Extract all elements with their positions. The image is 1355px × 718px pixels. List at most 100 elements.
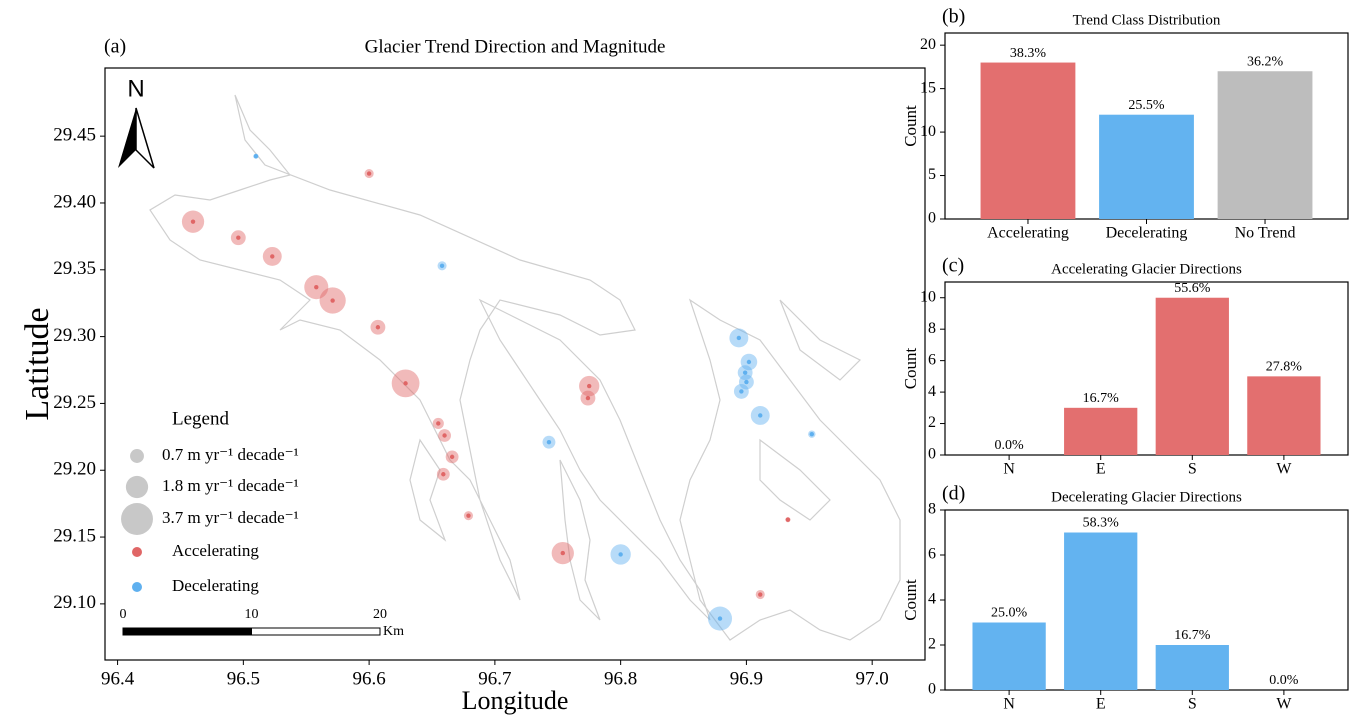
panel-label: (d) bbox=[942, 483, 965, 505]
y-axis-label: Count bbox=[901, 105, 920, 147]
percent-label: 25.0% bbox=[991, 606, 1028, 621]
y-tick-label: 4 bbox=[928, 591, 936, 608]
percent-label: 58.3% bbox=[1083, 516, 1120, 531]
glacier-point-core bbox=[253, 153, 259, 159]
x-tick-label: N bbox=[1003, 461, 1015, 478]
glacier-outline bbox=[559, 459, 601, 621]
x-axis-label: Longitude bbox=[462, 686, 569, 715]
percent-label: 0.0% bbox=[1269, 673, 1299, 688]
y-tick-label: 10 bbox=[920, 288, 936, 305]
y-axis-label: Count bbox=[901, 579, 920, 621]
percent-label: 16.7% bbox=[1174, 628, 1211, 643]
north-arrow: N bbox=[118, 75, 155, 169]
glacier-point-core bbox=[449, 454, 455, 460]
glacier-point-core bbox=[314, 284, 319, 290]
glacier-point-core bbox=[758, 592, 763, 597]
plot-frame bbox=[104, 67, 926, 661]
glacier-point-core bbox=[739, 389, 744, 394]
scale-bar-label: 0 bbox=[120, 607, 127, 622]
glacier-outlines bbox=[149, 94, 901, 641]
x-tick-label: 97.0 bbox=[856, 668, 889, 689]
plot-frame bbox=[944, 281, 1349, 456]
x-tick-label: 96.4 bbox=[101, 668, 135, 689]
y-tick-label: 8 bbox=[928, 501, 936, 518]
x-tick-label: E bbox=[1096, 696, 1106, 713]
bar bbox=[1155, 297, 1229, 455]
glacier-point-core bbox=[744, 379, 749, 385]
glacier-point-core bbox=[809, 431, 815, 437]
scale-bar-label: 20 bbox=[373, 607, 387, 622]
y-tick-label: 2 bbox=[928, 414, 936, 431]
legend-label: Decelerating bbox=[172, 576, 259, 595]
x-tick-label: W bbox=[1276, 461, 1292, 478]
percent-label: 27.8% bbox=[1266, 360, 1303, 375]
legend-size-label: 3.7 m yr⁻¹ decade⁻¹ bbox=[162, 508, 299, 527]
glacier-point-core bbox=[466, 513, 471, 518]
x-tick-label: Accelerating bbox=[987, 225, 1069, 242]
x-tick-label: 96.6 bbox=[352, 668, 385, 689]
y-tick-label: 0 bbox=[928, 446, 936, 463]
y-tick-label: 6 bbox=[928, 546, 936, 563]
bar bbox=[1155, 645, 1229, 690]
panel-label: (a) bbox=[104, 36, 126, 58]
x-tick-label: No Trend bbox=[1235, 225, 1296, 242]
y-tick-label: 29.10 bbox=[53, 592, 96, 613]
glacier-outline bbox=[779, 299, 862, 381]
legend-size-label: 1.8 m yr⁻¹ decade⁻¹ bbox=[162, 476, 299, 495]
glacier-point-core bbox=[366, 171, 372, 176]
chart-title: Decelerating Glacier Directions bbox=[1051, 489, 1242, 505]
y-tick-label: 29.15 bbox=[53, 525, 96, 546]
glacier-point-core bbox=[618, 552, 623, 557]
x-tick-label: 96.8 bbox=[604, 668, 637, 689]
y-axis-label: Latitude bbox=[19, 307, 56, 420]
glacier-point-core bbox=[436, 421, 441, 426]
legend-size-marker bbox=[130, 449, 144, 463]
y-tick-label: 4 bbox=[928, 383, 936, 400]
chart-title: Glacier Trend Direction and Magnitude bbox=[365, 36, 666, 57]
bar bbox=[1247, 376, 1321, 455]
north-arrow-left bbox=[118, 108, 136, 168]
y-tick-label: 8 bbox=[928, 320, 936, 337]
bar bbox=[1064, 407, 1138, 455]
legend-size-label: 0.7 m yr⁻¹ decade⁻¹ bbox=[162, 445, 299, 464]
legend-marker bbox=[132, 582, 142, 592]
glacier-point-core bbox=[758, 413, 763, 418]
y-axis-label: Count bbox=[901, 347, 920, 389]
y-tick-label: 6 bbox=[928, 351, 936, 368]
y-tick-label: 0 bbox=[928, 681, 936, 698]
x-tick-label: S bbox=[1188, 696, 1197, 713]
percent-label: 25.5% bbox=[1128, 98, 1165, 113]
panel-label: (b) bbox=[942, 6, 965, 28]
glacier-outline bbox=[759, 438, 831, 521]
legend-title: Legend bbox=[172, 408, 229, 429]
x-tick-label: N bbox=[1003, 696, 1015, 713]
north-label: N bbox=[127, 75, 144, 102]
scale-bar-unit: Km bbox=[383, 624, 404, 639]
y-tick-label: 29.45 bbox=[53, 125, 96, 146]
y-tick-label: 29.30 bbox=[53, 325, 96, 346]
scale-bar-segment bbox=[122, 627, 252, 636]
bar bbox=[1064, 532, 1138, 690]
legend-marker bbox=[132, 547, 142, 557]
y-tick-label: 20 bbox=[920, 36, 936, 53]
y-tick-label: 29.20 bbox=[53, 459, 96, 480]
percent-label: 36.2% bbox=[1247, 54, 1284, 69]
percent-label: 38.3% bbox=[1010, 46, 1047, 61]
glacier-point-core bbox=[587, 383, 592, 389]
x-tick-label: W bbox=[1276, 696, 1292, 713]
panel-label: (c) bbox=[942, 255, 964, 277]
glacier-point-core bbox=[236, 235, 241, 240]
glacier-point-core bbox=[441, 472, 446, 477]
glacier-point-core bbox=[403, 381, 408, 386]
glacier-point-core bbox=[439, 263, 445, 268]
bar bbox=[1099, 114, 1194, 219]
glacier-point-core bbox=[717, 616, 723, 621]
glacier-point-core bbox=[785, 517, 791, 522]
bar bbox=[972, 622, 1046, 690]
glacier-outline bbox=[679, 298, 901, 641]
glacier-point-core bbox=[442, 433, 447, 438]
glacier-point-core bbox=[330, 298, 335, 303]
glacier-point-core bbox=[560, 550, 565, 556]
chart-title: Trend Class Distribution bbox=[1073, 12, 1221, 28]
y-tick-label: 29.40 bbox=[53, 191, 96, 212]
